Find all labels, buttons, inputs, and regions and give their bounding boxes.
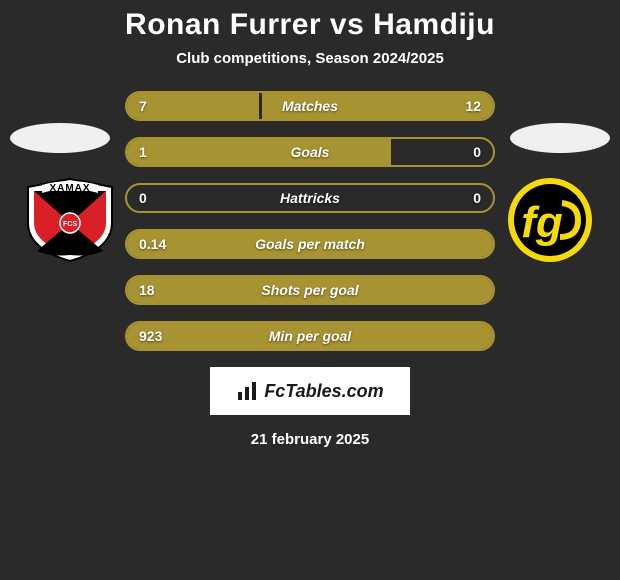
stat-label: Goals: [291, 144, 330, 160]
stat-value-left: 0: [139, 190, 147, 206]
stat-value-left: 7: [139, 98, 147, 114]
stat-value-right: 0: [473, 190, 481, 206]
player-photo-right: [510, 123, 610, 153]
svg-text:XAMAX: XAMAX: [49, 183, 90, 194]
stat-row: 18 Shots per goal: [125, 275, 495, 305]
stat-row: 923 Min per goal: [125, 321, 495, 351]
club-logo-right: fg: [500, 175, 600, 265]
stat-label: Hattricks: [280, 190, 340, 206]
branding-badge[interactable]: FcTables.com: [210, 367, 410, 415]
stat-row: 0 Hattricks 0: [125, 183, 495, 213]
svg-text:fg: fg: [521, 198, 563, 247]
stat-label: Shots per goal: [261, 282, 358, 298]
stat-value-left: 923: [139, 328, 162, 344]
chart-icon: [236, 380, 258, 402]
stat-row: 1 Goals 0: [125, 137, 495, 167]
stat-label: Min per goal: [269, 328, 351, 344]
club-logo-left: FCS XAMAX: [20, 175, 120, 265]
page-title: Ronan Furrer vs Hamdiju: [0, 8, 620, 42]
stat-value-left: 0.14: [139, 236, 166, 252]
stat-value-left: 18: [139, 282, 155, 298]
stat-row: 7 Matches 12: [125, 91, 495, 121]
player-photo-left: [10, 123, 110, 153]
stat-label: Matches: [282, 98, 338, 114]
stat-row: 0.14 Goals per match: [125, 229, 495, 259]
date-label: 21 february 2025: [0, 431, 620, 448]
svg-text:FCS: FCS: [63, 221, 77, 228]
subtitle: Club competitions, Season 2024/2025: [0, 50, 620, 67]
stat-value-right: 12: [465, 98, 481, 114]
stat-bar-left: [127, 139, 391, 165]
stat-value-right: 0: [473, 144, 481, 160]
stat-label: Goals per match: [255, 236, 365, 252]
comparison-infographic: Ronan Furrer vs Hamdiju Club competition…: [0, 0, 620, 580]
branding-label: FcTables.com: [264, 381, 383, 402]
stat-value-left: 1: [139, 144, 147, 160]
stat-bars: 7 Matches 12 1 Goals 0 0 Hattricks 0 0.14 Goals pe…: [125, 85, 495, 351]
